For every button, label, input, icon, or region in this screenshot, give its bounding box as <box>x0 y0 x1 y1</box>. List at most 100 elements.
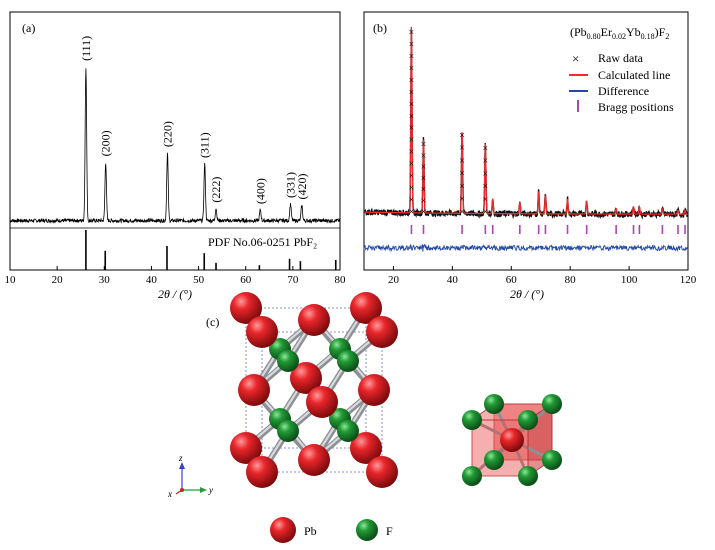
peak-label-6: (331) <box>284 172 298 198</box>
panel-b-x-axis-label: 2θ / (°) <box>510 287 544 301</box>
raw-marker-0-7: × <box>409 111 415 122</box>
legend-calc-label: Calculated line <box>598 68 670 82</box>
panel-a-reference-sticks <box>85 230 337 270</box>
raw-marker-1-5: × <box>421 196 427 207</box>
pb-atom-19 <box>306 386 338 418</box>
atom-legend: Pb F <box>270 517 393 543</box>
pb-atom-11 <box>358 374 390 406</box>
raw-marker-0-11: × <box>409 159 415 170</box>
polyhedron-center-pb <box>500 428 524 452</box>
raw-marker-0-1: × <box>409 39 415 50</box>
pb-atom-10 <box>238 374 270 406</box>
panel-b-difference-line <box>363 243 689 253</box>
b-tick-label-0: 20 <box>388 274 400 286</box>
panel-b-x-ticks: 20 40 60 80 100 120 <box>388 266 697 286</box>
legend-raw-label: Raw data <box>598 51 644 65</box>
raw-marker-0-10: × <box>409 147 415 158</box>
pb-atom-4 <box>350 292 382 324</box>
raw-marker-2-6: × <box>459 207 465 218</box>
peak-label-4: (222) <box>209 177 223 203</box>
a-tick-label-4: 50 <box>193 274 205 286</box>
peak-label-5: (400) <box>253 178 267 204</box>
panel-a: (a) (111) (200) (220) (311) (222) (400) (331)(… <box>5 11 347 301</box>
b-tick-label-3: 80 <box>565 274 577 286</box>
legend-raw-marker: × <box>572 51 579 66</box>
polyhedron-f-5 <box>518 410 538 430</box>
panel-a-xrd-pattern <box>9 68 341 224</box>
raw-marker-0-2: × <box>409 51 415 62</box>
b-tick-label-4: 100 <box>621 274 638 286</box>
crystal-atoms <box>230 292 398 488</box>
panel-a-frame <box>9 11 341 271</box>
pb-atom-12 <box>298 304 330 336</box>
legend-bragg-label: Bragg positions <box>598 100 674 114</box>
panel-b-legend: × Raw data Calculated line Difference Br… <box>569 51 674 114</box>
legend-pb-sphere <box>270 517 296 543</box>
peak-label-0: (111) <box>79 36 93 61</box>
axis-x-label: x <box>167 489 172 499</box>
raw-marker-1-4: × <box>421 185 427 196</box>
panel-b-calculated-line <box>363 26 688 215</box>
raw-marker-2-5: × <box>459 194 465 205</box>
panel-b: (b) (Pb0.80Er0.02Yb0.18)F2 × Raw data Ca… <box>363 11 697 301</box>
panel-b-label: (b) <box>373 21 387 35</box>
raw-marker-0-9: × <box>409 135 415 146</box>
legend-f-sphere <box>356 519 378 541</box>
raw-marker-2-2: × <box>459 156 465 167</box>
a-tick-label-2: 30 <box>99 274 111 286</box>
peak-label-1: (200) <box>99 130 113 156</box>
b-tick-label-1: 40 <box>447 274 459 286</box>
raw-marker-2-1: × <box>459 143 465 154</box>
raw-marker-2-3: × <box>459 169 465 180</box>
raw-marker-0-15: × <box>409 207 415 218</box>
axis-y-arrow <box>200 487 207 493</box>
axis-z-label: z <box>178 453 183 463</box>
raw-marker-2-0: × <box>459 130 465 141</box>
raw-marker-0-0: × <box>409 28 415 39</box>
raw-marker-1-0: × <box>421 140 427 151</box>
raw-marker-1-1: × <box>421 151 427 162</box>
axis-triad: z y x <box>167 453 213 499</box>
raw-marker-1-2: × <box>421 162 427 173</box>
polyhedron-f-2 <box>542 450 562 470</box>
panel-a-x-ticks: 10 20 30 40 50 60 70 80 <box>5 266 347 286</box>
raw-marker-0-14: × <box>409 195 415 206</box>
raw-marker-3-4: × <box>483 194 489 205</box>
raw-marker-0-5: × <box>409 87 415 98</box>
raw-marker-0-13: × <box>409 183 415 194</box>
axis-origin <box>180 488 184 492</box>
pb-atom-21 <box>366 316 398 348</box>
panel-b-bragg-positions <box>410 225 686 234</box>
f-atom-15 <box>277 350 299 372</box>
legend-f-label: F <box>386 524 393 538</box>
panel-c: (c) z <box>167 292 562 543</box>
peak-label-3: (311) <box>198 132 212 158</box>
polyhedron-f-0 <box>484 394 504 414</box>
panel-a-x-axis-label: 2θ / (°) <box>158 287 192 301</box>
panel-b-raw-markers: ×××××××××××××××××××××××××××××××××××× <box>409 28 489 219</box>
axis-y-label: y <box>208 485 213 495</box>
raw-marker-3-0: × <box>483 143 489 154</box>
polyhedron-f-4 <box>462 410 482 430</box>
panel-a-label: (a) <box>22 21 35 35</box>
a-tick-label-3: 40 <box>146 274 158 286</box>
a-tick-label-7: 80 <box>335 274 347 286</box>
polyhedron-f-1 <box>542 394 562 414</box>
raw-marker-0-8: × <box>409 123 415 134</box>
coordination-polyhedron <box>462 394 562 486</box>
axis-z-arrow <box>179 462 185 469</box>
raw-marker-0-12: × <box>409 171 415 182</box>
f-atom-14 <box>337 420 359 442</box>
panel-c-label: (c) <box>206 315 219 329</box>
b-tick-label-2: 60 <box>506 274 518 286</box>
peak-label-2: (220) <box>160 121 174 147</box>
polyhedron-f-6 <box>518 466 538 486</box>
polyhedron-f-3 <box>484 450 504 470</box>
raw-marker-1-3: × <box>421 173 427 184</box>
panel-a-peak-labels: (111) (200) (220) (311) (222) (400) (331)(420) <box>79 36 309 204</box>
a-tick-label-1: 20 <box>52 274 64 286</box>
a-tick-label-0: 10 <box>5 274 17 286</box>
panel-b-frame <box>363 11 689 271</box>
pb-atom-2 <box>290 362 322 394</box>
